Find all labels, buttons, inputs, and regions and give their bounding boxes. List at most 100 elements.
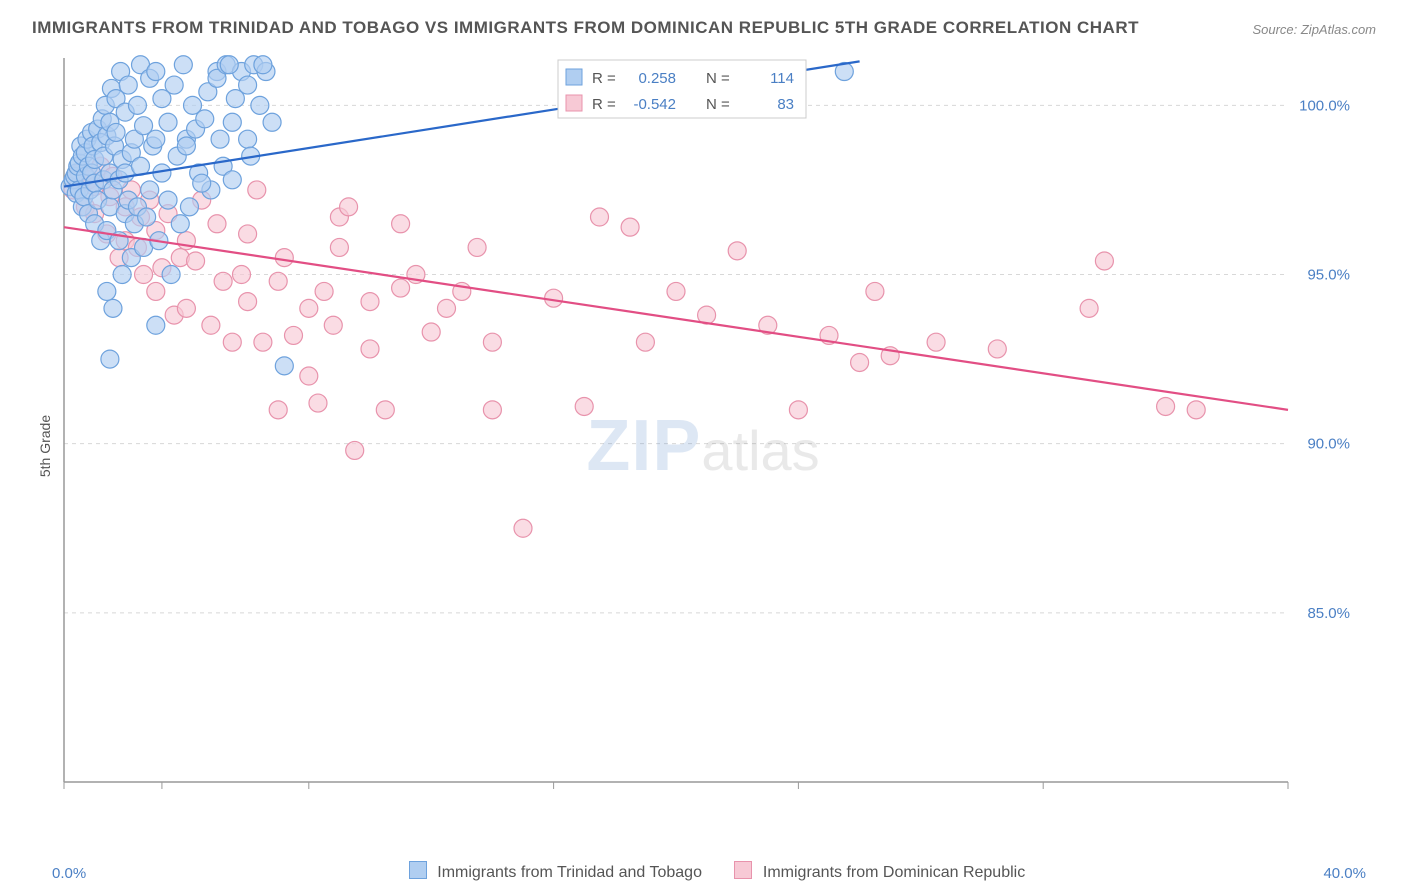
point-dr: [1157, 397, 1175, 415]
y-tick-label: 85.0%: [1307, 605, 1350, 622]
stats-N-label: N =: [706, 96, 730, 113]
point-tt: [138, 208, 156, 226]
point-dr: [239, 293, 257, 311]
y-tick-label: 95.0%: [1307, 267, 1350, 284]
stats-R-label: R =: [592, 70, 616, 87]
point-dr: [214, 272, 232, 290]
stats-swatch: [566, 69, 582, 85]
point-dr: [275, 249, 293, 267]
point-tt: [159, 113, 177, 131]
point-tt: [171, 215, 189, 233]
point-dr: [346, 441, 364, 459]
point-dr: [728, 242, 746, 260]
stats-swatch: [566, 95, 582, 111]
scatter-plot: 85.0% 90.0% 95.0% 100.0% R = 0.258 N = 114 R = -0…: [58, 52, 1358, 822]
point-dr: [988, 340, 1006, 358]
stats-N-label: N =: [706, 70, 730, 87]
point-dr: [376, 401, 394, 419]
point-dr: [575, 397, 593, 415]
point-tt: [162, 266, 180, 284]
legend-label-dr: Immigrants from Dominican Republic: [763, 864, 1025, 881]
y-tick-label: 90.0%: [1307, 436, 1350, 453]
chart-title: IMMIGRANTS FROM TRINIDAD AND TOBAGO VS I…: [32, 18, 1139, 38]
point-dr: [248, 181, 266, 199]
point-dr: [483, 333, 501, 351]
point-tt: [159, 191, 177, 209]
legend: Immigrants from Trinidad and Tobago Immi…: [0, 861, 1406, 882]
legend-swatch-tt: [409, 861, 427, 879]
point-dr: [309, 394, 327, 412]
source-label: Source: ZipAtlas.com: [1252, 22, 1376, 37]
point-tt: [196, 110, 214, 128]
point-dr: [177, 299, 195, 317]
point-tt: [263, 113, 281, 131]
point-dr: [361, 293, 379, 311]
point-dr: [285, 326, 303, 344]
point-dr: [208, 215, 226, 233]
point-dr: [621, 218, 639, 236]
point-tt: [239, 76, 257, 94]
point-dr: [866, 282, 884, 300]
point-dr: [269, 401, 287, 419]
point-dr: [851, 353, 869, 371]
point-tt: [180, 198, 198, 216]
point-tt: [128, 96, 146, 114]
point-tt: [101, 350, 119, 368]
y-tick-label: 100.0%: [1299, 97, 1350, 114]
point-dr: [315, 282, 333, 300]
point-dr: [324, 316, 342, 334]
point-dr: [591, 208, 609, 226]
point-dr: [239, 225, 257, 243]
legend-label-tt: Immigrants from Trinidad and Tobago: [437, 864, 702, 881]
point-dr: [300, 367, 318, 385]
point-tt: [98, 282, 116, 300]
point-tt: [165, 76, 183, 94]
point-dr: [422, 323, 440, 341]
point-dr: [438, 299, 456, 317]
point-tt: [174, 56, 192, 74]
point-tt: [254, 56, 272, 74]
stats-R-value: -0.542: [633, 96, 676, 113]
point-tt: [211, 130, 229, 148]
point-dr: [927, 333, 945, 351]
point-tt: [147, 316, 165, 334]
point-tt: [147, 63, 165, 81]
point-tt: [275, 357, 293, 375]
point-dr: [254, 333, 272, 351]
stats-N-value: 114: [770, 70, 794, 87]
legend-swatch-dr: [734, 861, 752, 879]
stats-N-value: 83: [777, 96, 794, 113]
point-tt: [223, 113, 241, 131]
point-tt: [239, 130, 257, 148]
point-tt: [220, 56, 238, 74]
stats-R-label: R =: [592, 96, 616, 113]
point-tt: [177, 137, 195, 155]
point-dr: [330, 238, 348, 256]
point-dr: [1187, 401, 1205, 419]
point-dr: [232, 266, 250, 284]
point-dr: [789, 401, 807, 419]
point-tt: [104, 299, 122, 317]
point-dr: [468, 238, 486, 256]
point-dr: [514, 519, 532, 537]
point-dr: [1095, 252, 1113, 270]
point-dr: [300, 299, 318, 317]
point-tt: [119, 76, 137, 94]
point-dr: [147, 282, 165, 300]
point-dr: [340, 198, 358, 216]
point-dr: [269, 272, 287, 290]
point-dr: [135, 266, 153, 284]
stats-R-value: 0.258: [638, 70, 676, 87]
point-dr: [202, 316, 220, 334]
point-dr: [1080, 299, 1098, 317]
point-dr: [223, 333, 241, 351]
point-dr: [187, 252, 205, 270]
point-dr: [392, 215, 410, 233]
point-dr: [483, 401, 501, 419]
point-tt: [107, 123, 125, 141]
point-dr: [361, 340, 379, 358]
point-tt: [193, 174, 211, 192]
point-tt: [113, 266, 131, 284]
y-axis-label: 5th Grade: [37, 415, 53, 477]
point-tt: [141, 181, 159, 199]
